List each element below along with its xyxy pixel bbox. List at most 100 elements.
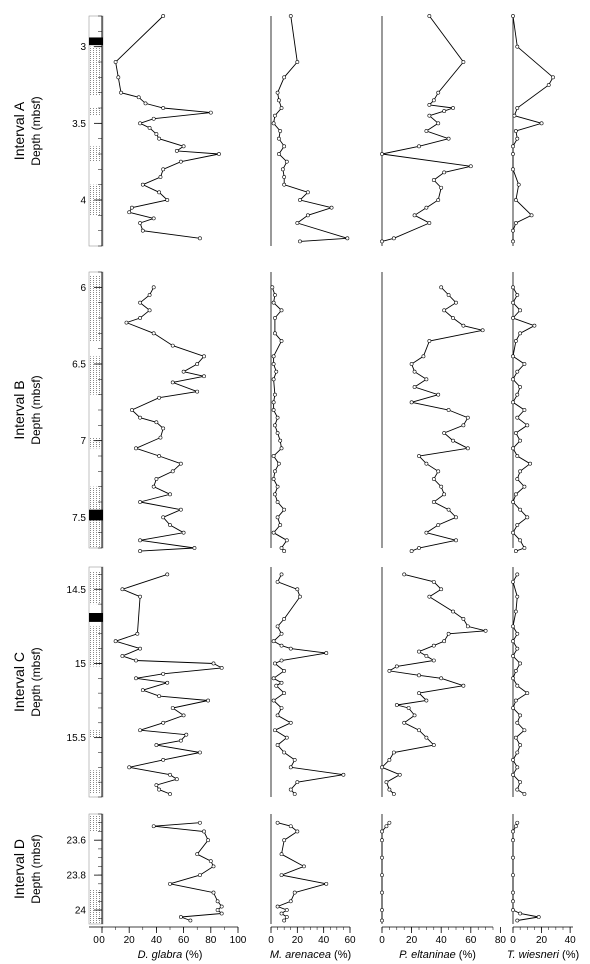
series-line xyxy=(272,574,344,795)
interval-panel-interval-b: Interval B Depth (mbsf) 6 6.5 7 7.5 xyxy=(11,271,537,553)
series-p-eltaninae xyxy=(380,814,392,924)
data-point xyxy=(427,221,432,225)
data-point xyxy=(442,431,447,435)
data-point xyxy=(436,523,441,527)
data-point xyxy=(154,743,159,747)
x-axis-label: T. wiesneri (%) xyxy=(507,949,579,961)
data-point xyxy=(292,792,297,796)
x-axis-taxon: P. eltaninae xyxy=(399,949,456,961)
data-point xyxy=(417,454,421,458)
data-point xyxy=(271,698,276,703)
data-point xyxy=(387,758,392,762)
data-point xyxy=(511,706,515,710)
data-point xyxy=(522,728,527,733)
data-point xyxy=(113,639,118,644)
data-point xyxy=(536,915,541,919)
data-point xyxy=(295,780,300,785)
data-point xyxy=(518,438,523,443)
data-point xyxy=(522,484,527,489)
series-p-eltaninae xyxy=(381,272,485,553)
data-point xyxy=(511,400,515,405)
data-point xyxy=(161,720,166,725)
x-tick-label: 60 xyxy=(178,935,190,946)
data-point xyxy=(431,500,436,504)
data-point xyxy=(161,167,166,172)
data-point xyxy=(168,881,172,886)
data-point xyxy=(380,855,384,860)
data-point xyxy=(511,14,515,18)
data-point xyxy=(518,308,523,313)
data-point xyxy=(515,369,520,374)
data-point xyxy=(198,873,202,878)
data-point xyxy=(151,331,156,336)
data-point xyxy=(202,354,206,359)
data-point xyxy=(211,864,216,869)
data-point xyxy=(195,362,200,366)
data-point xyxy=(198,820,202,825)
depth-tick-label: 23.6 xyxy=(67,836,87,847)
series-d-glabra xyxy=(101,272,206,553)
data-point xyxy=(147,308,152,313)
depth-tick-label: 23.8 xyxy=(67,871,87,882)
data-point xyxy=(515,523,520,527)
data-point xyxy=(295,587,300,592)
data-point xyxy=(140,182,145,187)
data-point xyxy=(451,106,455,110)
data-point xyxy=(271,408,276,412)
data-point xyxy=(282,838,287,843)
interval-title: Interval B xyxy=(11,380,27,439)
data-point xyxy=(138,538,142,543)
data-point xyxy=(384,780,389,785)
data-point xyxy=(511,899,515,904)
data-point xyxy=(154,477,159,481)
x-axis-taxon: M. arenacea xyxy=(270,949,331,961)
x-axis-unit: (%) xyxy=(559,949,579,961)
data-point xyxy=(274,683,279,688)
x-axis-t-wiesneri: 0 20 40 T. wiesneri (%) xyxy=(507,926,579,961)
x-tick-label: 40 xyxy=(436,935,448,946)
data-point xyxy=(518,661,523,666)
data-point xyxy=(279,446,284,451)
data-point xyxy=(208,110,213,115)
data-point xyxy=(195,852,200,857)
data-point xyxy=(417,673,421,678)
data-point xyxy=(412,369,417,374)
data-point xyxy=(515,293,520,297)
data-point xyxy=(275,90,280,95)
data-point xyxy=(282,144,287,149)
lithology-dotted-layer xyxy=(89,815,103,832)
data-point xyxy=(157,136,162,141)
x-axis-p-eltaninae: 0 20 40 60 80 P. eltaninae (%) xyxy=(379,926,506,961)
data-point xyxy=(275,431,280,435)
interval-title: Interval C xyxy=(11,652,27,712)
data-point xyxy=(147,293,152,297)
data-point xyxy=(468,164,473,169)
data-point xyxy=(380,873,384,878)
data-point xyxy=(439,484,444,489)
data-point xyxy=(271,477,276,481)
data-point xyxy=(397,772,402,777)
data-point xyxy=(271,300,276,305)
data-point xyxy=(288,14,293,18)
data-point xyxy=(130,205,134,210)
data-point xyxy=(446,507,451,512)
series-m-arenacea xyxy=(270,814,329,924)
data-point xyxy=(271,400,276,405)
data-point xyxy=(515,477,520,481)
data-point xyxy=(529,213,534,218)
data-point xyxy=(513,492,518,497)
data-point xyxy=(446,408,451,412)
data-point xyxy=(532,323,537,328)
data-point xyxy=(273,113,277,118)
depth-axis-label: Depth (mbsf) xyxy=(29,96,43,165)
data-point xyxy=(461,617,466,621)
data-point xyxy=(513,735,518,740)
data-point xyxy=(279,572,284,577)
series-line xyxy=(114,573,224,795)
x-axis-m-arenacea: 0 20 40 60 M. arenacea (%) xyxy=(268,926,356,961)
data-point xyxy=(461,323,466,328)
data-point xyxy=(427,594,432,599)
data-point xyxy=(417,728,421,733)
depth-tick-label: 3 xyxy=(80,42,86,53)
data-point xyxy=(511,228,515,233)
